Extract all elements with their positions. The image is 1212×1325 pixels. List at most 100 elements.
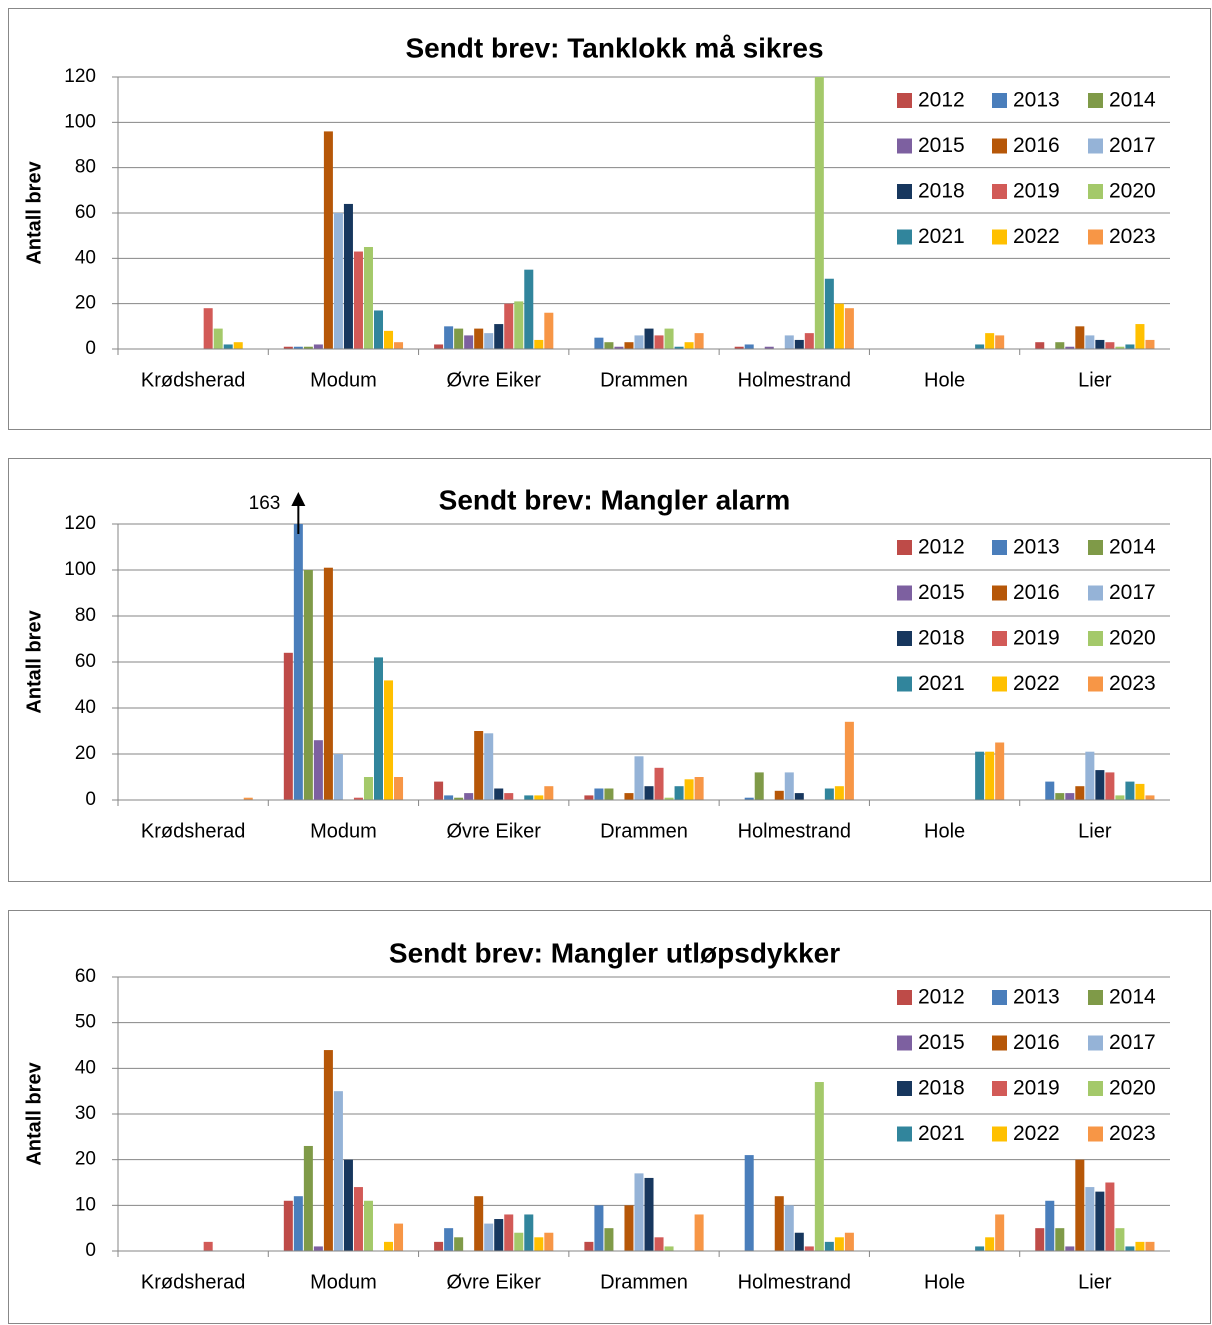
bar — [534, 1237, 544, 1251]
legend-swatch — [1088, 631, 1103, 646]
x-tick-label: Øvre Eiker — [446, 369, 541, 391]
bar — [1085, 335, 1095, 349]
bar — [594, 337, 604, 349]
bar — [594, 788, 604, 800]
bar — [1035, 1228, 1045, 1251]
bar — [333, 213, 343, 349]
bar — [824, 788, 834, 800]
bar — [624, 342, 634, 349]
bar — [834, 1237, 844, 1251]
bar — [303, 1145, 313, 1251]
bar — [1095, 770, 1105, 800]
bar — [544, 1232, 554, 1251]
y-tick-label: 20 — [75, 293, 96, 314]
legend-swatch — [1088, 93, 1103, 108]
legend-swatch — [992, 1126, 1007, 1142]
bar — [514, 301, 524, 349]
bar — [444, 326, 454, 349]
legend-swatch — [1088, 990, 1103, 1005]
bar — [844, 1232, 854, 1251]
legend-label: 2017 — [1109, 1031, 1156, 1054]
bar — [1085, 1187, 1095, 1251]
legend-label: 2020 — [1109, 1077, 1156, 1100]
bar — [744, 1155, 754, 1251]
legend-label: 2021 — [918, 1122, 965, 1145]
bar — [524, 795, 534, 800]
bar — [474, 1196, 484, 1251]
chart-title: Sendt brev: Tanklokk må sikres — [405, 32, 823, 63]
bar — [985, 333, 995, 349]
bar — [504, 793, 514, 800]
chart: Sendt brev: Mangler alarm Antall brev 0 20 4… — [8, 458, 1211, 882]
bar — [1135, 783, 1145, 800]
bar — [293, 1196, 303, 1251]
bar — [444, 795, 454, 800]
bar — [494, 788, 504, 800]
bar — [634, 756, 644, 800]
x-tick-label: Lier — [1078, 369, 1112, 391]
legend-label: 2020 — [1109, 180, 1156, 203]
bar — [814, 77, 824, 349]
y-tick-label: 20 — [75, 1149, 96, 1170]
bar — [233, 342, 243, 349]
bars — [203, 1050, 1155, 1251]
legend-label: 2016 — [1013, 1031, 1060, 1054]
legend-label: 2015 — [918, 134, 965, 157]
chart: Sendt brev: Tanklokk må sikres Antall bre… — [8, 8, 1211, 430]
x-tick-label: Modum — [310, 820, 377, 842]
bar — [283, 346, 293, 349]
bar — [434, 1241, 444, 1251]
bar — [464, 335, 474, 349]
y-tick-label: 80 — [75, 605, 96, 626]
legend-label: 2023 — [1109, 225, 1156, 248]
bar — [1135, 324, 1145, 349]
bar — [664, 328, 674, 349]
bar — [514, 1232, 524, 1251]
bar — [484, 733, 494, 800]
y-tick-label: 120 — [64, 513, 96, 534]
bar — [544, 786, 554, 800]
y-tick-label: 0 — [85, 338, 96, 359]
bar — [604, 788, 614, 800]
bar — [1115, 1228, 1125, 1251]
bar — [584, 795, 594, 800]
y-axis-label: Antall brev — [23, 1061, 45, 1165]
legend-label: 2013 — [1013, 536, 1060, 559]
legend-swatch — [897, 93, 912, 108]
legend-swatch — [1088, 229, 1103, 245]
bar — [824, 1241, 834, 1251]
bar — [1055, 1228, 1065, 1251]
legend-label: 2021 — [918, 672, 965, 695]
y-tick-label: 20 — [75, 743, 96, 764]
x-tick-label: Øvre Eiker — [446, 1271, 541, 1293]
legend-swatch — [897, 1035, 912, 1051]
bar — [1055, 342, 1065, 349]
bar — [1095, 339, 1105, 349]
bar — [1085, 751, 1095, 800]
bar — [654, 335, 664, 349]
bar — [784, 772, 794, 800]
legend-label: 2015 — [918, 1031, 965, 1054]
y-tick-label: 120 — [64, 66, 96, 87]
bar — [243, 797, 253, 800]
bar — [1115, 795, 1125, 800]
bar — [363, 1200, 373, 1251]
legend-label: 2012 — [918, 89, 965, 112]
y-tick-label: 100 — [64, 559, 96, 580]
x-tick-label: Lier — [1078, 820, 1112, 842]
y-tick-label: 40 — [75, 697, 96, 718]
x-tick-label: Holmestrand — [738, 1271, 851, 1293]
bar — [1045, 781, 1055, 800]
legend-label: 2023 — [1109, 1122, 1156, 1145]
bar — [504, 303, 514, 349]
legend-swatch — [1088, 1081, 1103, 1096]
y-tick-label: 10 — [75, 1194, 96, 1215]
bar — [524, 269, 534, 349]
bar — [203, 308, 213, 349]
legend-swatch — [992, 229, 1007, 245]
bar — [794, 339, 804, 349]
y-tick-label: 40 — [75, 1057, 96, 1078]
legend-swatch — [992, 631, 1007, 646]
chart-title: Sendt brev: Mangler alarm — [439, 484, 791, 515]
bar — [594, 1205, 604, 1251]
